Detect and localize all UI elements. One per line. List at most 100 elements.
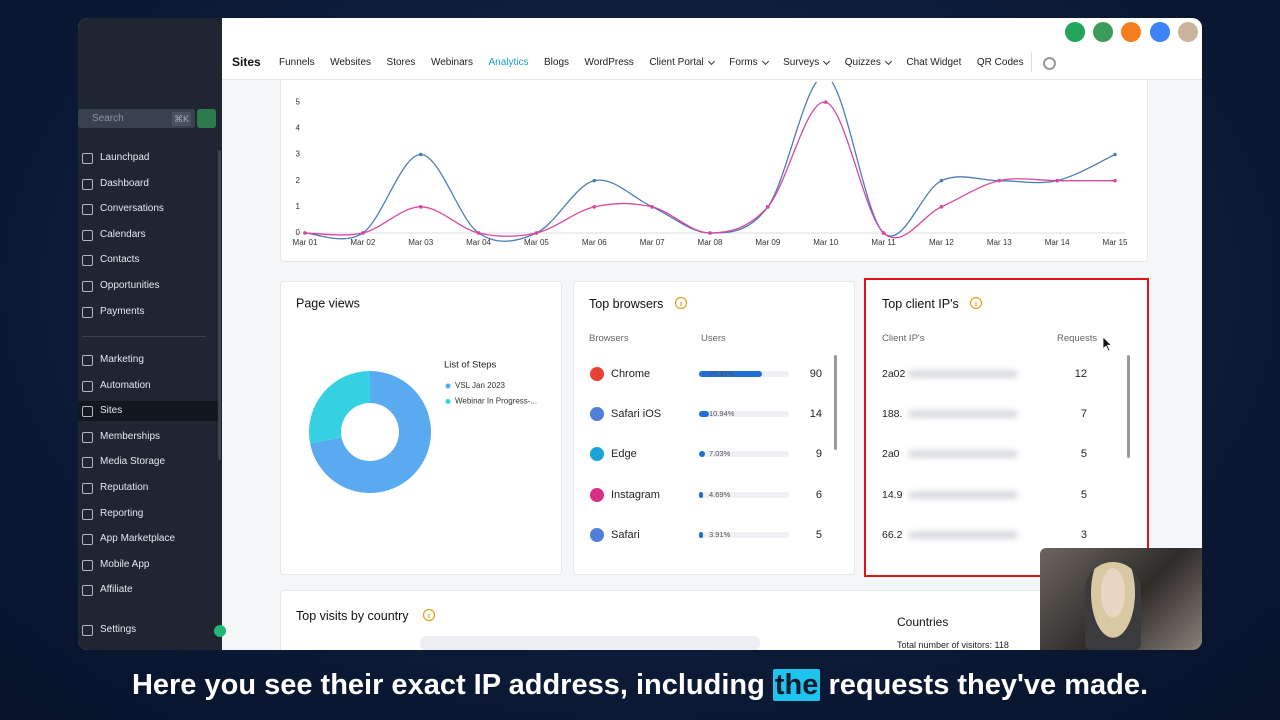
column-header: Browsers: [589, 333, 629, 344]
map-hint: [420, 636, 760, 650]
sidebar-icon: [82, 406, 93, 418]
sidebar-separator: [82, 336, 206, 337]
header-icon[interactable]: [1065, 22, 1085, 42]
sidebar-item[interactable]: Mobile App: [100, 558, 150, 570]
sidebar-item[interactable]: Media Storage: [100, 456, 166, 468]
nav-item[interactable]: Quizzes: [845, 56, 892, 70]
browser-name: Instagram: [611, 488, 660, 501]
nav-label: WordPress: [584, 57, 634, 68]
share-bar: [699, 531, 703, 538]
sidebar-icon: [82, 153, 93, 164]
scrollbar: [834, 355, 837, 450]
nav-divider: [1031, 52, 1032, 72]
browsers-card: [573, 281, 855, 575]
sidebar-item[interactable]: Affiliate: [100, 584, 133, 596]
sidebar-icon: [82, 380, 93, 392]
search-placeholder: Search: [92, 113, 124, 124]
sidebar-item[interactable]: Launchpad: [100, 152, 150, 163]
sidebar-icon: [82, 178, 93, 190]
users: 6: [815, 488, 822, 501]
header-icon[interactable]: [1093, 22, 1113, 42]
sidebar-item[interactable]: Contacts: [100, 254, 140, 266]
share-track: [699, 451, 789, 458]
sidebar-item[interactable]: Settings: [100, 624, 137, 635]
nav-item[interactable]: Chat Widget: [906, 56, 961, 70]
sidebar-item[interactable]: Automation: [100, 379, 151, 391]
browser-icon: [590, 367, 604, 381]
sidebar-item[interactable]: Dashboard: [100, 177, 149, 189]
share-track: [699, 491, 789, 498]
sidebar-icon: [82, 483, 93, 494]
sidebar-item[interactable]: Payments: [100, 305, 145, 317]
users: 5: [815, 528, 822, 541]
chevron: [707, 57, 715, 66]
nav-item[interactable]: QR Codes: [977, 56, 1024, 70]
requests: 7: [1080, 408, 1087, 421]
nav-item[interactable]: Websites: [330, 56, 371, 70]
sidebar-icon: [82, 255, 93, 267]
nav-item[interactable]: Analytics: [489, 56, 529, 70]
requests: 3: [1080, 528, 1087, 541]
users: 9: [815, 448, 822, 461]
nav-item[interactable]: Funnels: [279, 56, 315, 70]
nav-label: Blogs: [544, 57, 570, 68]
browser-name: Safari iOS: [611, 408, 662, 421]
ip-blur: [908, 370, 1018, 378]
column-header: Requests: [1057, 333, 1098, 344]
requests: 12: [1074, 368, 1087, 380]
caption-highlight: the: [772, 669, 821, 701]
share-label: 4.69%: [709, 489, 731, 499]
sidebar-icon: [82, 559, 93, 571]
sidebar-icon: [82, 585, 93, 597]
requests: 5: [1080, 448, 1087, 461]
sidebar-item[interactable]: Sites: [100, 405, 123, 417]
search-shortcut: ⌘K: [172, 112, 192, 126]
share-label: 7.03%: [709, 449, 731, 459]
chevron: [884, 57, 892, 66]
users: 90: [809, 368, 822, 380]
ip-blur: [908, 450, 1018, 459]
nav-label: Websites: [330, 57, 372, 68]
nav-item[interactable]: WordPress: [585, 56, 634, 70]
nav-label: Webinars: [430, 57, 473, 68]
column-header: Client IP's: [882, 333, 925, 344]
nav-item[interactable]: Surveys: [783, 56, 831, 70]
nav-item[interactable]: Client Portal: [649, 56, 715, 70]
browser-icon: [590, 407, 604, 422]
nav-item[interactable]: Forms: [729, 56, 769, 70]
browser-icon: [590, 447, 604, 462]
sidebar-item[interactable]: App Marketplace: [100, 533, 176, 545]
sidebar-item[interactable]: Reputation: [100, 482, 149, 493]
sidebar-icon: [82, 281, 93, 292]
browser-name: Chrome: [611, 368, 651, 380]
sidebar-item[interactable]: Memberships: [100, 430, 161, 442]
nav-label: Forms: [729, 57, 758, 68]
sidebar-icon: [82, 229, 93, 241]
sidebar-scrollbar: [218, 150, 221, 460]
sidebar-icon: [82, 457, 93, 469]
sidebar-item[interactable]: Reporting: [100, 507, 144, 519]
share-track: [699, 531, 789, 538]
nav-label: Funnels: [279, 57, 315, 68]
nav-item[interactable]: Blogs: [544, 56, 569, 70]
sidebar-item[interactable]: Marketing: [100, 354, 144, 365]
header-icon[interactable]: [1121, 22, 1141, 42]
sidebar-item[interactable]: Conversations: [100, 203, 164, 215]
header-icon[interactable]: [1178, 22, 1198, 42]
settings-gear[interactable]: [1043, 57, 1056, 70]
chevron: [761, 57, 769, 66]
sidebar-item[interactable]: Opportunities: [100, 280, 160, 291]
header-icon[interactable]: [1150, 22, 1170, 42]
nav-item[interactable]: Stores: [387, 56, 416, 70]
collapse-button[interactable]: [214, 625, 226, 637]
caption-text: requests they've made.: [828, 669, 1149, 701]
ip-blur: [908, 530, 1018, 539]
ip-address: 2a0: [882, 448, 900, 461]
ip-address: 188.: [882, 408, 903, 421]
sidebar-icon: [82, 625, 93, 636]
sidebar-item[interactable]: Calendars: [100, 228, 146, 240]
nav-item[interactable]: Webinars: [431, 56, 473, 70]
quick-action[interactable]: [197, 109, 216, 128]
users: 14: [809, 408, 822, 421]
